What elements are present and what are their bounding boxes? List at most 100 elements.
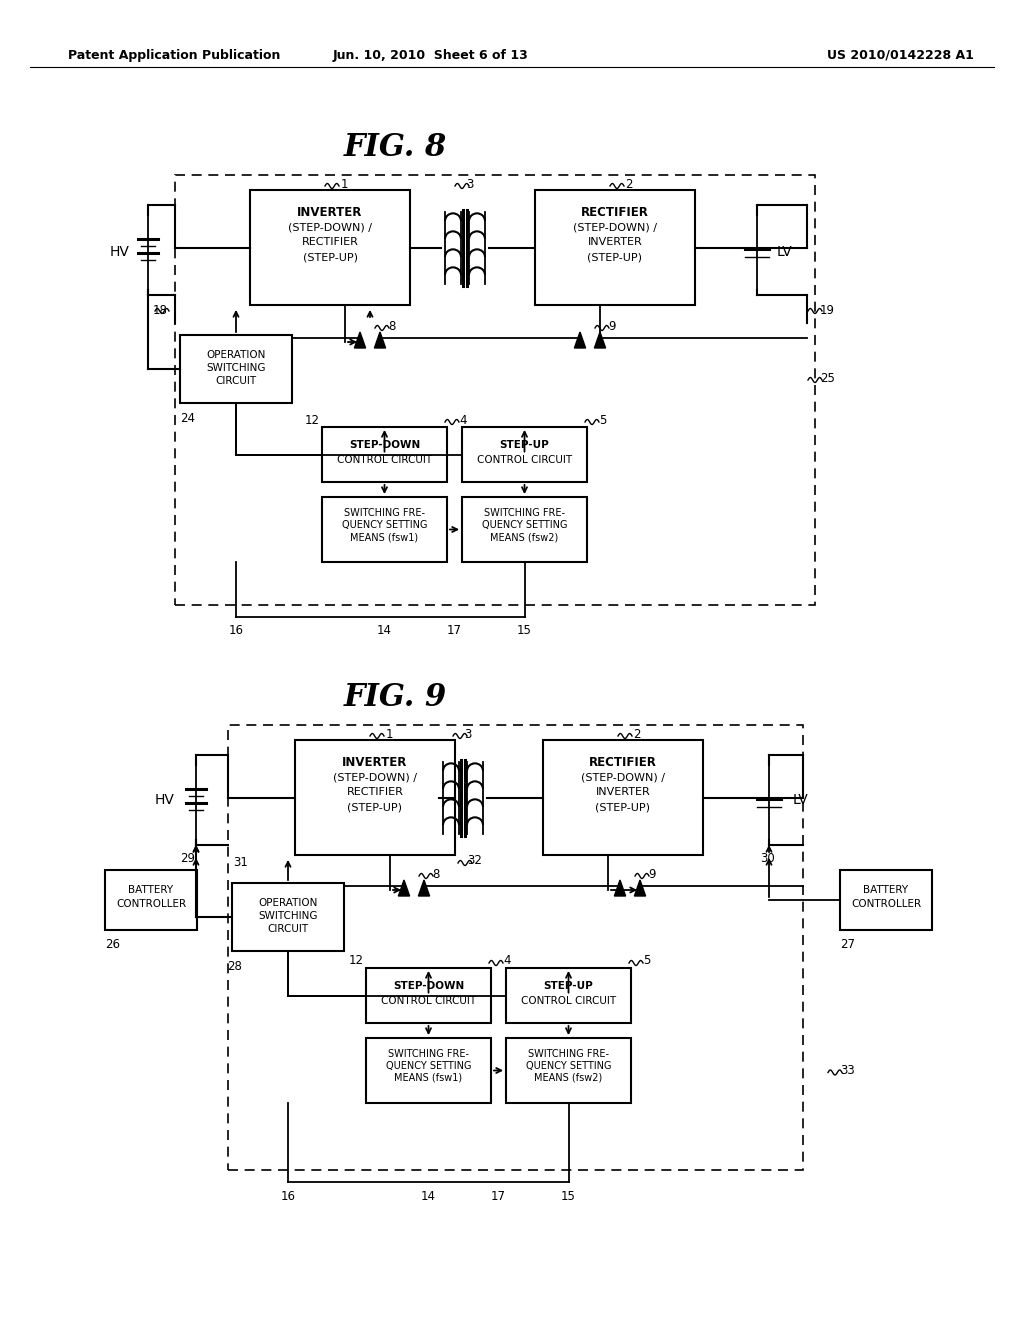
Text: FIG. 9: FIG. 9 xyxy=(343,682,446,714)
Text: 3: 3 xyxy=(466,177,474,190)
Text: (STEP-DOWN) /: (STEP-DOWN) / xyxy=(288,222,372,232)
Bar xyxy=(295,741,455,855)
Text: 9: 9 xyxy=(648,867,655,880)
Polygon shape xyxy=(398,880,410,896)
Bar xyxy=(506,1038,631,1104)
Text: US 2010/0142228 A1: US 2010/0142228 A1 xyxy=(826,49,974,62)
Polygon shape xyxy=(375,333,386,348)
Text: STEP-UP: STEP-UP xyxy=(500,440,549,450)
Text: 2: 2 xyxy=(633,727,641,741)
Text: QUENCY SETTING: QUENCY SETTING xyxy=(481,520,567,531)
Text: CONTROLLER: CONTROLLER xyxy=(116,899,186,909)
Text: 12: 12 xyxy=(349,954,364,968)
Bar xyxy=(366,1038,490,1104)
Text: CONTROL CIRCUIT: CONTROL CIRCUIT xyxy=(521,997,616,1006)
Text: LV: LV xyxy=(777,246,793,259)
Text: INVERTER: INVERTER xyxy=(342,755,408,768)
Text: CONTROL CIRCUIT: CONTROL CIRCUIT xyxy=(381,997,476,1006)
Text: 5: 5 xyxy=(599,413,606,426)
Text: LV: LV xyxy=(793,793,808,807)
Text: 8: 8 xyxy=(388,319,395,333)
Text: Jun. 10, 2010  Sheet 6 of 13: Jun. 10, 2010 Sheet 6 of 13 xyxy=(332,49,528,62)
Text: 1: 1 xyxy=(340,177,348,190)
Text: 27: 27 xyxy=(840,937,855,950)
Text: 9: 9 xyxy=(608,319,615,333)
Polygon shape xyxy=(614,880,626,896)
Text: OPERATION: OPERATION xyxy=(206,350,265,360)
Polygon shape xyxy=(419,880,430,896)
Text: OPERATION: OPERATION xyxy=(258,898,317,908)
Polygon shape xyxy=(574,333,586,348)
Text: 4: 4 xyxy=(459,413,467,426)
Bar xyxy=(175,176,815,605)
Text: (STEP-UP): (STEP-UP) xyxy=(588,252,642,261)
Bar xyxy=(535,190,695,305)
Text: CONTROL CIRCUIT: CONTROL CIRCUIT xyxy=(477,455,572,465)
Text: 25: 25 xyxy=(820,371,835,384)
Text: BATTERY: BATTERY xyxy=(863,884,908,895)
Bar xyxy=(180,335,292,403)
Text: 3: 3 xyxy=(464,727,472,741)
Text: MEANS (fsw1): MEANS (fsw1) xyxy=(350,532,419,543)
Text: 12: 12 xyxy=(305,413,319,426)
Text: 26: 26 xyxy=(105,937,120,950)
Text: 14: 14 xyxy=(377,624,392,638)
Text: INVERTER: INVERTER xyxy=(588,238,642,247)
Bar xyxy=(250,190,410,305)
Text: 30: 30 xyxy=(760,851,775,865)
Text: QUENCY SETTING: QUENCY SETTING xyxy=(525,1061,611,1071)
Bar xyxy=(228,725,803,1170)
Polygon shape xyxy=(354,333,366,348)
Text: 16: 16 xyxy=(281,1189,296,1203)
Text: INVERTER: INVERTER xyxy=(596,787,650,797)
Text: SWITCHING FRE-: SWITCHING FRE- xyxy=(388,1049,469,1059)
Polygon shape xyxy=(594,333,605,348)
Text: 15: 15 xyxy=(517,624,531,638)
Text: BATTERY: BATTERY xyxy=(128,884,173,895)
Text: 2: 2 xyxy=(626,177,633,190)
Text: 5: 5 xyxy=(643,954,650,968)
Text: (STEP-UP): (STEP-UP) xyxy=(302,252,357,261)
Bar xyxy=(322,498,447,562)
Text: 28: 28 xyxy=(227,960,242,973)
Bar xyxy=(105,870,197,931)
Text: 18: 18 xyxy=(154,304,168,317)
Text: CIRCUIT: CIRCUIT xyxy=(267,924,308,935)
Text: 33: 33 xyxy=(840,1064,855,1077)
Text: RECTIFIER: RECTIFIER xyxy=(301,238,358,247)
Text: CONTROLLER: CONTROLLER xyxy=(851,899,921,909)
Text: 19: 19 xyxy=(820,304,835,317)
Text: FIG. 8: FIG. 8 xyxy=(343,132,446,164)
Bar xyxy=(232,883,344,950)
Text: 4: 4 xyxy=(503,954,511,968)
Text: CIRCUIT: CIRCUIT xyxy=(215,376,257,385)
Bar xyxy=(366,968,490,1023)
Text: 24: 24 xyxy=(180,412,195,425)
Text: HV: HV xyxy=(110,246,130,259)
Text: CONTROL CIRCUIT: CONTROL CIRCUIT xyxy=(337,455,432,465)
Text: (STEP-DOWN) /: (STEP-DOWN) / xyxy=(333,772,417,781)
Text: SWITCHING FRE-: SWITCHING FRE- xyxy=(344,508,425,517)
Text: STEP-DOWN: STEP-DOWN xyxy=(393,981,464,991)
Text: SWITCHING: SWITCHING xyxy=(206,363,266,374)
Text: MEANS (fsw2): MEANS (fsw2) xyxy=(535,1073,603,1082)
Text: 8: 8 xyxy=(432,867,439,880)
Text: 29: 29 xyxy=(180,851,195,865)
Bar xyxy=(543,741,703,855)
Polygon shape xyxy=(635,880,645,896)
Text: (STEP-UP): (STEP-UP) xyxy=(347,803,402,812)
Text: STEP-DOWN: STEP-DOWN xyxy=(349,440,420,450)
Text: RECTIFIER: RECTIFIER xyxy=(589,755,657,768)
Bar xyxy=(506,968,631,1023)
Text: HV: HV xyxy=(155,793,175,807)
Text: SWITCHING FRE-: SWITCHING FRE- xyxy=(528,1049,609,1059)
Text: 17: 17 xyxy=(446,624,462,638)
Text: 14: 14 xyxy=(421,1189,436,1203)
Text: (STEP-DOWN) /: (STEP-DOWN) / xyxy=(581,772,665,781)
Text: 17: 17 xyxy=(490,1189,506,1203)
Text: 32: 32 xyxy=(468,854,482,867)
Text: SWITCHING: SWITCHING xyxy=(258,911,317,921)
Text: STEP-UP: STEP-UP xyxy=(544,981,593,991)
Text: INVERTER: INVERTER xyxy=(297,206,362,219)
Text: 1: 1 xyxy=(385,727,393,741)
